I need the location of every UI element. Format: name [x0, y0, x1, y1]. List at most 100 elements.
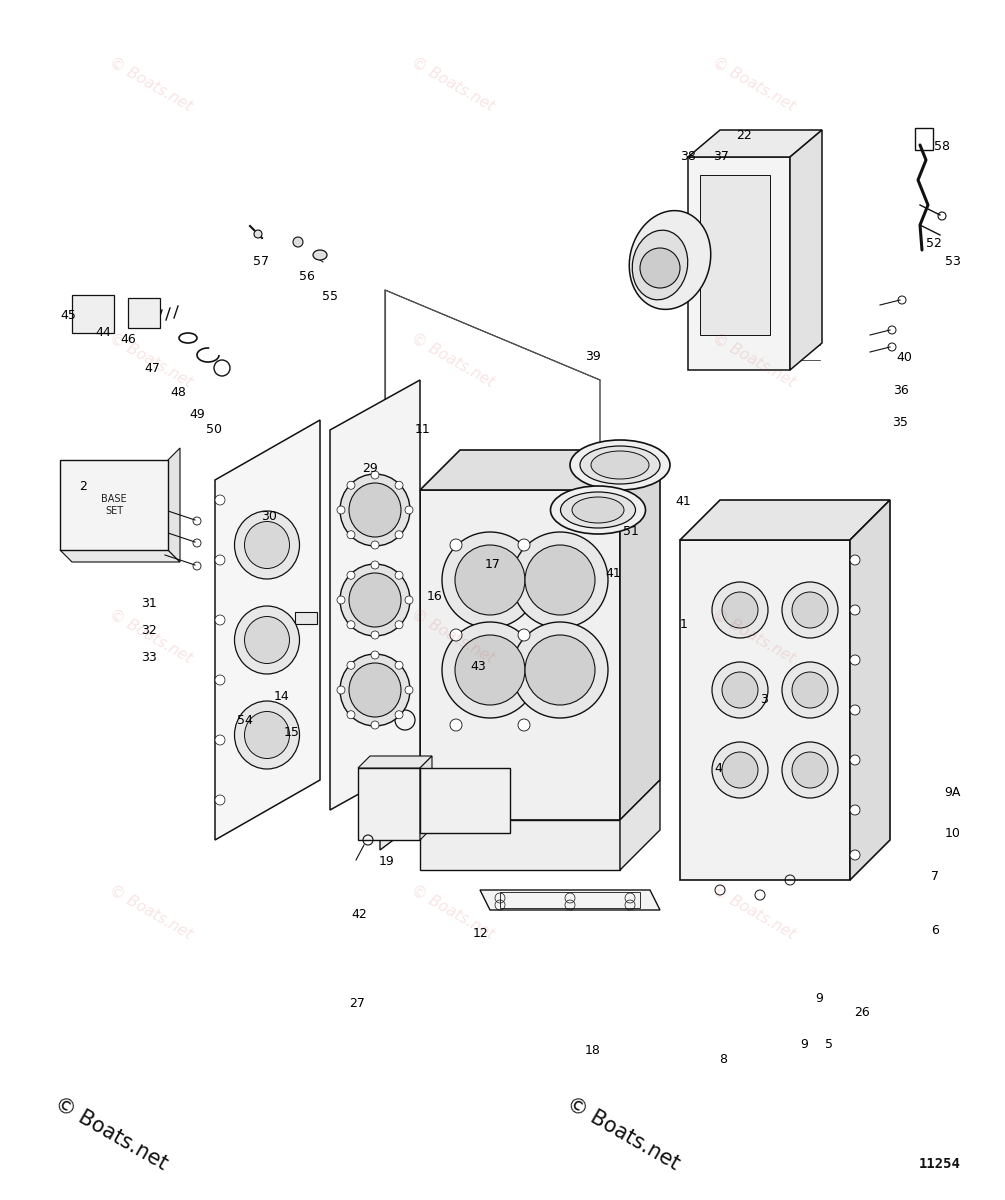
Circle shape — [712, 582, 768, 638]
Text: © Boats.net: © Boats.net — [408, 54, 496, 114]
Circle shape — [525, 635, 595, 704]
Circle shape — [347, 481, 355, 490]
Ellipse shape — [349, 482, 401, 538]
Text: 49: 49 — [189, 408, 205, 420]
Bar — [295, 612, 317, 624]
Circle shape — [518, 539, 530, 551]
Circle shape — [337, 506, 345, 514]
Circle shape — [347, 661, 355, 670]
Text: 43: 43 — [470, 660, 486, 672]
Polygon shape — [330, 380, 420, 810]
Text: © Boats.net: © Boats.net — [710, 330, 798, 390]
Text: 2: 2 — [79, 480, 87, 492]
Ellipse shape — [244, 522, 289, 569]
Bar — [60, 460, 168, 550]
Text: 26: 26 — [854, 1007, 870, 1019]
Circle shape — [850, 755, 860, 766]
Circle shape — [371, 470, 379, 479]
Ellipse shape — [572, 497, 624, 523]
Circle shape — [782, 742, 838, 798]
Text: 27: 27 — [349, 997, 365, 1009]
Text: 52: 52 — [926, 238, 942, 250]
Text: 41: 41 — [675, 496, 691, 508]
Polygon shape — [420, 756, 432, 840]
Circle shape — [722, 752, 758, 788]
Circle shape — [455, 545, 525, 614]
Circle shape — [405, 686, 413, 694]
Text: 45: 45 — [60, 310, 76, 322]
Circle shape — [215, 674, 225, 685]
Circle shape — [347, 710, 355, 719]
Text: 36: 36 — [892, 384, 909, 396]
Circle shape — [442, 622, 538, 718]
Text: 9: 9 — [815, 992, 823, 1004]
Text: 9A: 9A — [945, 786, 961, 798]
Text: 6: 6 — [931, 924, 939, 936]
Ellipse shape — [244, 712, 289, 758]
Circle shape — [850, 850, 860, 860]
Text: 31: 31 — [141, 598, 157, 610]
Text: 5: 5 — [825, 1038, 833, 1050]
Text: © Boats.net: © Boats.net — [710, 54, 798, 114]
Text: 47: 47 — [145, 362, 161, 374]
Circle shape — [450, 629, 462, 641]
Polygon shape — [420, 450, 660, 490]
Circle shape — [442, 532, 538, 628]
Circle shape — [395, 481, 403, 490]
Bar — [128, 298, 160, 328]
Circle shape — [722, 592, 758, 628]
Circle shape — [371, 631, 379, 638]
Circle shape — [215, 554, 225, 565]
Ellipse shape — [551, 486, 645, 534]
Ellipse shape — [244, 617, 289, 664]
Circle shape — [405, 506, 413, 514]
Circle shape — [722, 672, 758, 708]
Circle shape — [405, 596, 413, 604]
Text: 9: 9 — [800, 1038, 808, 1050]
Polygon shape — [60, 550, 180, 562]
Text: 8: 8 — [720, 1054, 728, 1066]
Text: 48: 48 — [170, 386, 186, 398]
Circle shape — [518, 719, 530, 731]
Ellipse shape — [340, 474, 410, 546]
Ellipse shape — [340, 654, 410, 726]
Circle shape — [371, 541, 379, 550]
Bar — [420, 768, 510, 833]
Text: 4: 4 — [715, 762, 723, 774]
Text: 22: 22 — [736, 130, 752, 142]
Text: © Boats.net: © Boats.net — [710, 606, 798, 666]
Circle shape — [455, 635, 525, 704]
Circle shape — [712, 742, 768, 798]
Circle shape — [337, 686, 345, 694]
Text: 19: 19 — [379, 856, 395, 868]
Text: 12: 12 — [472, 928, 488, 940]
Text: BASE
SET: BASE SET — [102, 494, 127, 516]
Text: 53: 53 — [945, 256, 961, 268]
Text: 17: 17 — [484, 558, 500, 570]
Circle shape — [215, 614, 225, 625]
Circle shape — [371, 650, 379, 659]
Ellipse shape — [313, 250, 327, 260]
Text: 58: 58 — [934, 140, 950, 152]
Circle shape — [850, 805, 860, 815]
Text: 35: 35 — [892, 416, 909, 428]
Circle shape — [712, 662, 768, 718]
Text: 29: 29 — [362, 462, 378, 474]
Circle shape — [347, 530, 355, 539]
Circle shape — [782, 662, 838, 718]
Text: © Boats.net: © Boats.net — [107, 54, 195, 114]
Text: © Boats.net: © Boats.net — [107, 606, 195, 666]
Circle shape — [395, 620, 403, 629]
Ellipse shape — [629, 211, 711, 310]
Text: 57: 57 — [253, 256, 269, 268]
Ellipse shape — [340, 564, 410, 636]
Circle shape — [450, 539, 462, 551]
Ellipse shape — [234, 606, 299, 674]
Text: 10: 10 — [945, 828, 961, 840]
Text: 14: 14 — [273, 690, 289, 702]
Polygon shape — [688, 130, 822, 157]
Circle shape — [371, 721, 379, 728]
Text: 46: 46 — [121, 334, 137, 346]
Circle shape — [395, 571, 403, 580]
Circle shape — [293, 236, 303, 247]
